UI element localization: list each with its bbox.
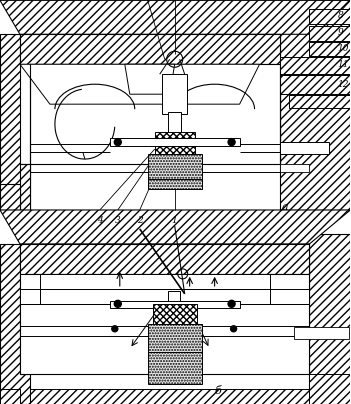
Polygon shape: [0, 0, 350, 34]
Text: а: а: [282, 202, 288, 212]
Bar: [110, 138, 240, 146]
Polygon shape: [310, 42, 350, 56]
Text: 4: 4: [97, 216, 103, 225]
Polygon shape: [148, 324, 201, 354]
Polygon shape: [0, 244, 30, 404]
Circle shape: [228, 300, 235, 307]
Circle shape: [112, 326, 118, 332]
Circle shape: [231, 326, 237, 332]
Bar: [20, 289, 40, 304]
Polygon shape: [310, 9, 350, 24]
Text: 8: 8: [337, 11, 343, 20]
Bar: [270, 289, 310, 304]
Bar: [168, 291, 180, 336]
Polygon shape: [20, 34, 279, 64]
Polygon shape: [155, 132, 195, 156]
Polygon shape: [290, 95, 350, 108]
Text: 10: 10: [337, 44, 349, 53]
Bar: [279, 142, 330, 154]
Text: 9: 9: [337, 28, 343, 37]
Bar: [30, 64, 279, 164]
Text: 1: 1: [172, 216, 178, 225]
Polygon shape: [153, 304, 197, 326]
Text: 11: 11: [337, 60, 349, 69]
Text: 3: 3: [115, 216, 121, 225]
Text: б: б: [214, 386, 221, 396]
Polygon shape: [30, 389, 310, 404]
Circle shape: [228, 139, 235, 145]
Polygon shape: [0, 164, 30, 210]
Bar: [168, 112, 181, 134]
Polygon shape: [310, 26, 350, 41]
Polygon shape: [148, 179, 201, 189]
Polygon shape: [279, 0, 350, 210]
Circle shape: [114, 300, 121, 307]
Polygon shape: [148, 154, 201, 181]
Bar: [110, 301, 240, 308]
Polygon shape: [0, 34, 30, 210]
Polygon shape: [20, 244, 310, 274]
Bar: [20, 274, 310, 374]
Bar: [40, 289, 270, 304]
Circle shape: [114, 139, 121, 145]
Polygon shape: [279, 75, 350, 94]
Polygon shape: [20, 64, 259, 104]
Polygon shape: [279, 57, 350, 74]
Bar: [40, 274, 270, 289]
Polygon shape: [125, 64, 175, 94]
Text: 12: 12: [337, 80, 349, 89]
Polygon shape: [310, 374, 350, 404]
Polygon shape: [0, 184, 20, 210]
Text: 2: 2: [137, 216, 143, 225]
Bar: [162, 74, 187, 114]
Polygon shape: [148, 352, 201, 384]
Polygon shape: [310, 234, 350, 404]
Polygon shape: [0, 389, 20, 404]
Bar: [279, 164, 310, 172]
Bar: [294, 327, 349, 339]
Polygon shape: [0, 210, 350, 244]
